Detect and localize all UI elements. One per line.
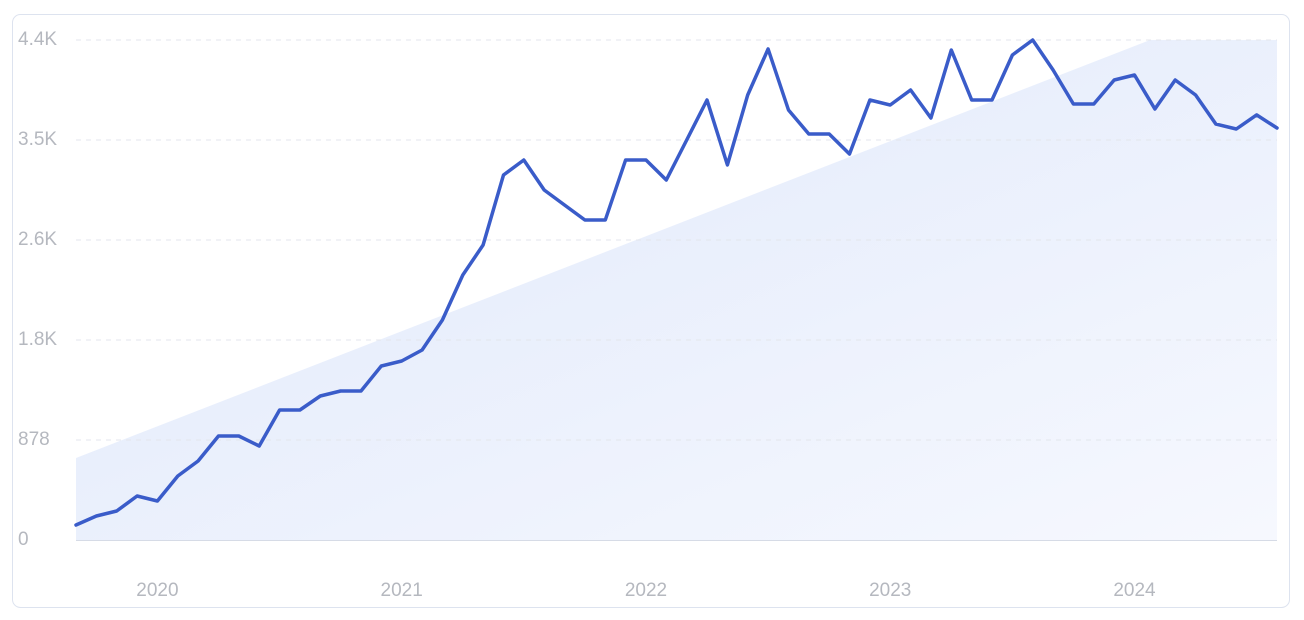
x-tick-label: 2023 bbox=[869, 580, 911, 601]
trend-area bbox=[76, 40, 1277, 540]
y-tick-label: 1.8K bbox=[18, 329, 57, 350]
x-tick-label: 2020 bbox=[136, 580, 178, 601]
x-tick-label: 2022 bbox=[625, 580, 667, 601]
y-tick-label: 2.6K bbox=[18, 229, 57, 250]
y-tick-label: 4.4K bbox=[18, 29, 57, 50]
line-series bbox=[74, 38, 1279, 527]
x-tick-label: 2024 bbox=[1113, 580, 1156, 601]
y-tick-label: 878 bbox=[18, 429, 50, 450]
y-tick-label: 3.5K bbox=[18, 129, 57, 150]
x-tick-label: 2021 bbox=[381, 580, 423, 601]
y-tick-label: 0 bbox=[18, 529, 29, 550]
